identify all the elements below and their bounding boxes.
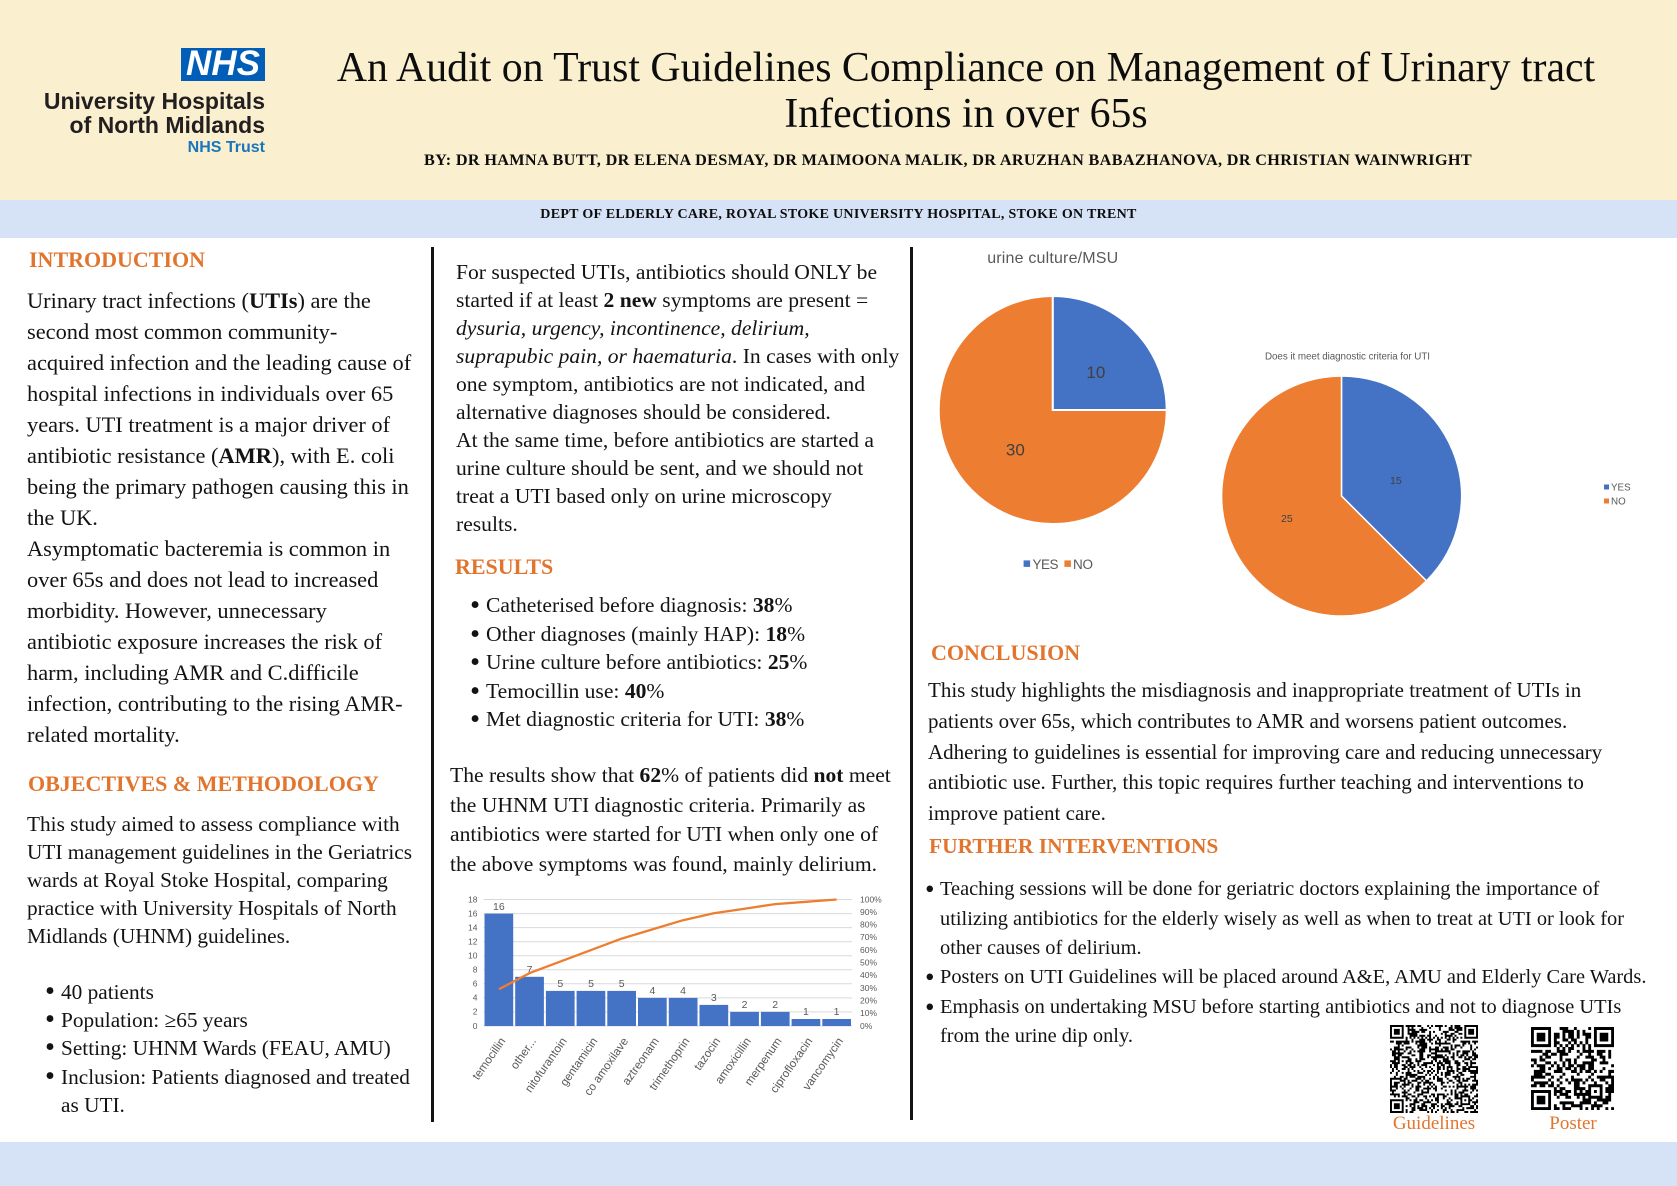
svg-text:3: 3 — [711, 992, 717, 1004]
svg-text:urine culture/MSU: urine culture/MSU — [987, 250, 1118, 267]
svg-text:5: 5 — [588, 978, 594, 990]
svg-text:YES: YES — [1611, 483, 1631, 494]
svg-text:12: 12 — [468, 937, 478, 947]
svg-text:90%: 90% — [860, 907, 877, 917]
svg-text:40%: 40% — [860, 970, 877, 980]
svg-text:60%: 60% — [860, 945, 877, 955]
svg-text:temocillin: temocillin — [470, 1035, 508, 1082]
svg-text:YES: YES — [1033, 557, 1059, 572]
svg-text:16: 16 — [493, 901, 505, 913]
svg-text:18: 18 — [468, 894, 478, 904]
svg-text:tazocin: tazocin — [692, 1035, 724, 1073]
svg-text:6: 6 — [473, 979, 478, 989]
svg-text:5: 5 — [557, 978, 563, 990]
svg-text:14: 14 — [468, 922, 478, 932]
svg-text:7: 7 — [527, 964, 533, 976]
svg-text:10: 10 — [1086, 363, 1105, 382]
svg-text:10: 10 — [468, 951, 478, 961]
svg-text:80%: 80% — [860, 920, 877, 930]
svg-text:30: 30 — [1006, 441, 1025, 460]
svg-text:other...: other... — [508, 1035, 539, 1071]
svg-text:2: 2 — [473, 1007, 478, 1017]
svg-text:0: 0 — [473, 1021, 478, 1031]
svg-text:15: 15 — [1390, 475, 1402, 487]
svg-text:5: 5 — [619, 978, 625, 990]
svg-text:2: 2 — [742, 999, 748, 1011]
svg-text:NO: NO — [1073, 557, 1093, 572]
svg-text:30%: 30% — [860, 983, 877, 993]
svg-text:1: 1 — [834, 1006, 840, 1018]
svg-text:8: 8 — [473, 965, 478, 975]
svg-text:4: 4 — [680, 985, 686, 997]
svg-text:25: 25 — [1281, 513, 1293, 525]
svg-text:4: 4 — [473, 993, 478, 1003]
svg-text:0%: 0% — [860, 1021, 873, 1031]
svg-text:2: 2 — [772, 999, 778, 1011]
svg-text:10%: 10% — [860, 1008, 877, 1018]
svg-text:Does it meet diagnostic criter: Does it meet diagnostic criteria for UTI — [1265, 352, 1430, 363]
svg-text:100%: 100% — [860, 894, 882, 904]
svg-text:4: 4 — [649, 985, 655, 997]
svg-text:16: 16 — [468, 908, 478, 918]
svg-text:50%: 50% — [860, 958, 877, 968]
svg-text:20%: 20% — [860, 996, 877, 1006]
svg-text:70%: 70% — [860, 932, 877, 942]
svg-text:1: 1 — [803, 1006, 809, 1018]
svg-text:NO: NO — [1611, 497, 1626, 508]
